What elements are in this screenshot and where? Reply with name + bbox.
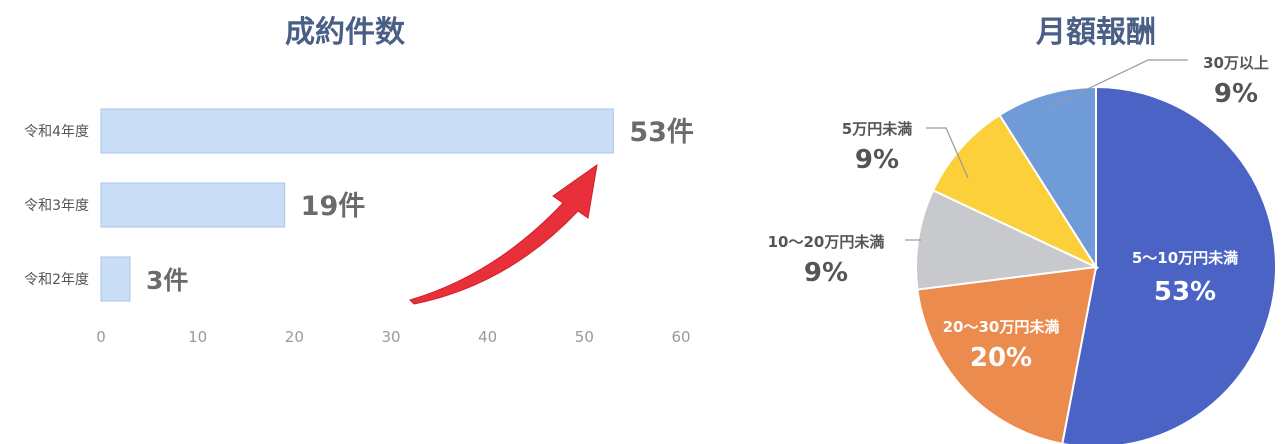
leader-line	[1047, 59, 1188, 109]
pie-chart-title: 月額報酬	[1036, 15, 1156, 50]
pie-chart: 月額報酬 5～10万円未満 53% 20～30万円未満 20% 10～20万円未満 9% 5…	[768, 15, 1277, 444]
x-tick-label: 0	[96, 328, 106, 346]
category-label: 令和2年度	[24, 272, 89, 288]
category-label: 令和3年度	[24, 198, 89, 214]
x-tick-label: 50	[575, 328, 594, 346]
slice-value: 53%	[1154, 277, 1216, 307]
slice-value: 20%	[970, 343, 1032, 373]
leader-line	[926, 127, 969, 179]
pie-slice	[916, 265, 1098, 444]
slice-value: 9%	[804, 258, 848, 288]
bar-chart-title: 成約件数	[285, 15, 406, 50]
pie-slice	[931, 113, 1099, 270]
data-label: 19件	[301, 191, 366, 222]
pie-slice	[915, 189, 1100, 291]
data-label: 53件	[629, 117, 694, 148]
bar	[100, 108, 614, 154]
bar	[100, 256, 131, 302]
bar	[100, 182, 286, 228]
x-tick-label: 20	[285, 328, 304, 346]
x-tick-label: 40	[478, 328, 497, 346]
x-tick-label: 60	[671, 328, 690, 346]
slice-label: 5万円未満	[842, 120, 912, 138]
pie-slice	[1061, 85, 1277, 444]
slice-value: 9%	[1214, 79, 1258, 109]
slice-label: 5～10万円未満	[1132, 249, 1238, 267]
x-tick-label: 30	[381, 328, 400, 346]
slice-label: 30万以上	[1203, 54, 1269, 72]
x-tick-label: 10	[188, 328, 207, 346]
slice-label: 10～20万円未満	[768, 233, 885, 251]
category-label: 令和4年度	[24, 124, 89, 140]
slice-value: 9%	[855, 145, 899, 175]
growth-arrow-icon	[409, 163, 598, 305]
data-label: 3件	[146, 266, 188, 295]
slice-label: 20～30万円未満	[943, 318, 1060, 336]
